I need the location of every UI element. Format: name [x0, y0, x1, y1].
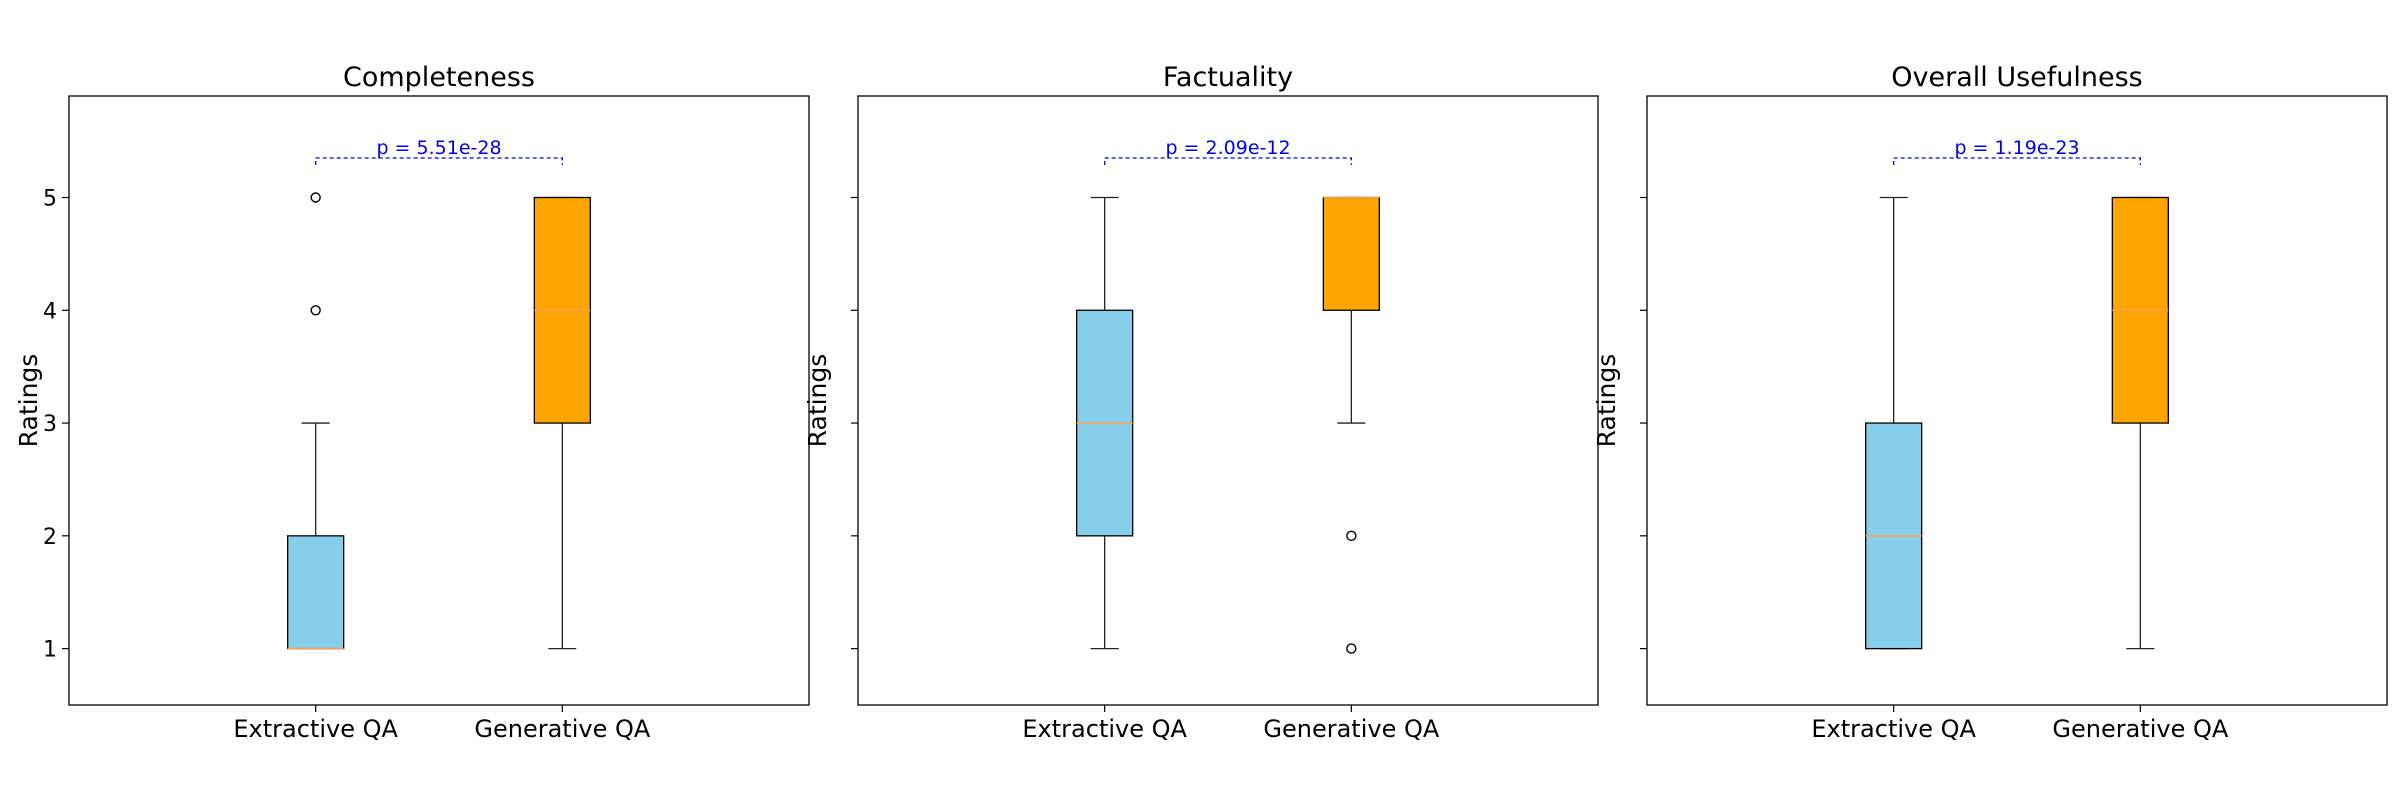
chart-title: Completeness: [343, 62, 535, 93]
box-0: [287, 192, 345, 650]
p-value-label: p = 1.19e-23: [1954, 137, 2079, 159]
box-0: [1076, 196, 1134, 650]
y-tick-label: 1: [43, 638, 57, 663]
chart-panel-2: Overall Usefulness Ratings Extractive QA Ge…: [1592, 62, 2388, 743]
y-tick-label: 3: [43, 412, 57, 437]
x-tick-label: Generative QA: [474, 715, 650, 743]
significance-bracket: p = 5.51e-28: [315, 137, 563, 166]
outlier-point: [1346, 530, 1357, 542]
bracket-line: [1893, 157, 2141, 166]
outlier-point: [310, 305, 321, 316]
p-value-label: p = 5.51e-28: [376, 137, 501, 159]
y-axis-label: Ratings: [1592, 354, 1621, 448]
box-iqr: [287, 535, 345, 650]
chart-title: Factuality: [1163, 62, 1293, 93]
p-value-label: p = 2.09e-12: [1165, 137, 1290, 159]
box-iqr: [1322, 196, 1380, 311]
chart-title: Overall Usefulness: [1891, 62, 2143, 93]
x-tick-label: Generative QA: [2052, 715, 2228, 743]
y-tick-label: 2: [43, 525, 57, 550]
y-tick-label: 5: [43, 187, 57, 212]
box-0: [1865, 196, 1923, 650]
bracket-line: [315, 157, 563, 166]
y-axis-label: Ratings: [803, 354, 832, 448]
plot-frame: [1646, 95, 2388, 706]
plot-frame: [68, 95, 810, 706]
chart-panel-1: Factuality Ratings Extractive QA Generative…: [803, 62, 1599, 743]
x-tick-label: Extractive QA: [1811, 715, 1976, 743]
y-tick-label: 4: [43, 299, 57, 324]
outlier-point: [310, 192, 321, 203]
outlier-point: [1346, 643, 1357, 654]
box-1: [533, 196, 591, 650]
box-1: [2111, 196, 2169, 650]
significance-bracket: p = 1.19e-23: [1893, 137, 2141, 166]
chart-panel-0: Completeness 1 2 3 4 5 Ratings Extractive QA Gen…: [14, 62, 810, 743]
x-tick-label: Extractive QA: [233, 715, 398, 743]
x-tick-label: Generative QA: [1263, 715, 1439, 743]
significance-bracket: p = 2.09e-12: [1104, 137, 1352, 166]
plot-frame: [857, 95, 1599, 706]
x-tick-label: Extractive QA: [1022, 715, 1187, 743]
box-1: [1322, 196, 1380, 654]
bracket-line: [1104, 157, 1352, 166]
y-axis-label: Ratings: [14, 354, 43, 448]
